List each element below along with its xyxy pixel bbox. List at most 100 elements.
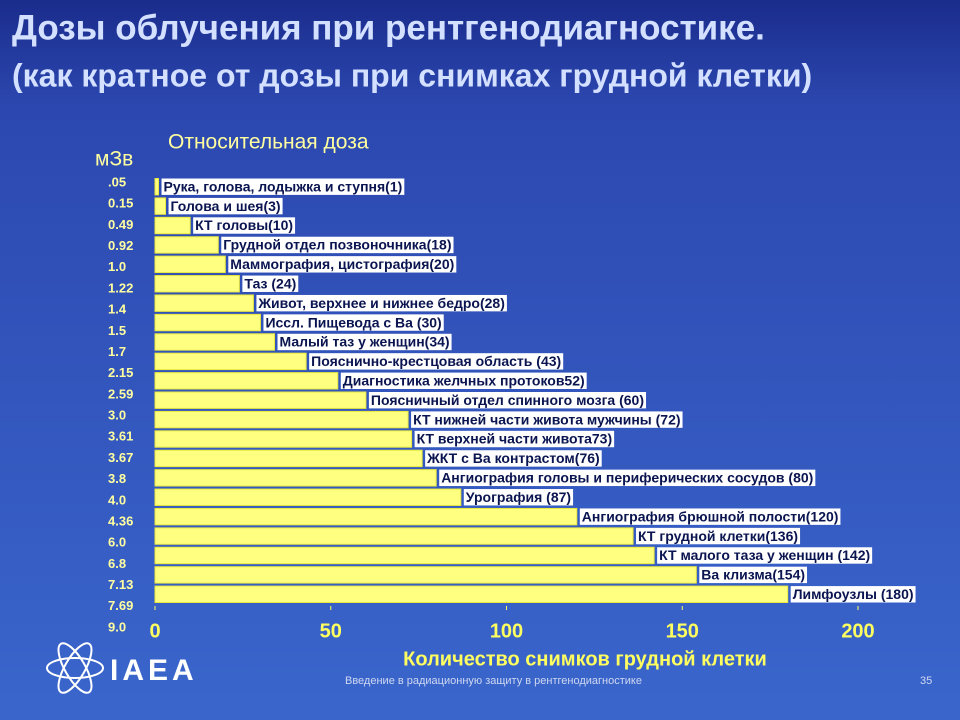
bar xyxy=(154,294,254,312)
value-label: Иссл. Пищевода с Ва (30) xyxy=(265,314,441,330)
value-label: Рука, голова, лодыжка и ступня(1) xyxy=(164,178,403,194)
x-tick-label: 50 xyxy=(320,620,342,642)
bar xyxy=(154,333,276,351)
bar xyxy=(154,313,261,332)
bar xyxy=(154,372,339,390)
dose-label: 9.0 xyxy=(108,619,126,634)
x-tick-label: 100 xyxy=(490,620,523,642)
bar xyxy=(154,507,578,526)
value-label-bg xyxy=(193,217,296,234)
value-label-bg xyxy=(263,314,444,331)
value-label-bg xyxy=(699,566,808,584)
dose-label: 4.0 xyxy=(108,492,126,507)
bar xyxy=(154,391,367,409)
value-label-bg xyxy=(579,508,841,525)
bar xyxy=(154,546,655,565)
value-label-bg xyxy=(790,586,916,603)
value-label-bg xyxy=(340,372,587,389)
dose-label: 7.69 xyxy=(108,598,133,613)
x-tick-label: 150 xyxy=(666,620,699,642)
value-label: КТ нижней части живота мужчины (72) xyxy=(413,411,680,427)
value-label: ЖКТ с Ва контрастом(76) xyxy=(426,450,600,466)
bar xyxy=(154,178,160,196)
bar xyxy=(154,275,240,293)
slide-title: Дозы облучения при рентгенодиагностике. xyxy=(12,8,765,47)
value-label-bg xyxy=(242,275,299,292)
value-label: Маммография, цистография(20) xyxy=(230,256,454,272)
value-label-bg xyxy=(277,333,452,351)
value-label-bg xyxy=(161,178,405,195)
bar xyxy=(154,449,423,468)
value-label-bg xyxy=(463,489,574,506)
value-label: КТ верхней части живота73) xyxy=(417,431,613,447)
bar xyxy=(154,488,462,506)
bar xyxy=(154,236,219,254)
footer: Введение в радиационную защиту в рентген… xyxy=(345,675,642,687)
value-label: Ангиография головы и периферических сосу… xyxy=(441,470,813,486)
y-unit: мЗв xyxy=(95,148,133,171)
dose-label: 3.67 xyxy=(108,450,133,465)
dose-label: 2.59 xyxy=(108,386,133,401)
value-label-bg xyxy=(636,527,801,545)
value-label: Голова и шея(3) xyxy=(171,198,281,214)
value-label: Живот, верхнее и нижнее бедро(28) xyxy=(257,295,504,311)
value-label-bg xyxy=(657,547,873,564)
dose-label: 3.61 xyxy=(108,429,133,444)
value-label: Таз (24) xyxy=(244,275,296,291)
dose-label: 4.36 xyxy=(108,513,133,528)
dose-label: 0.49 xyxy=(108,217,133,232)
value-label-bg xyxy=(411,411,683,428)
dose-label: 3.8 xyxy=(108,471,126,486)
value-label-bg xyxy=(414,430,615,448)
slide-subtitle: (как кратное от дозы при снимках грудной… xyxy=(12,57,812,93)
bar xyxy=(154,197,167,215)
value-label: КТ головы(10) xyxy=(195,217,293,233)
value-label-bg xyxy=(168,197,283,215)
value-label-bg xyxy=(368,392,647,409)
dose-label: 7.13 xyxy=(108,577,133,592)
value-label: Малый таз у женщин(34) xyxy=(280,334,450,350)
value-label-bg xyxy=(439,469,816,487)
dose-label: 1.5 xyxy=(108,323,126,338)
value-label: Диагностика желчных протоков52) xyxy=(343,372,585,388)
value-label-bg xyxy=(425,450,602,467)
dose-label: 1.0 xyxy=(108,259,126,274)
dose-label: 0.92 xyxy=(108,238,133,253)
bar xyxy=(154,255,226,274)
value-label-bg xyxy=(256,294,507,312)
value-label: Грудной отдел позвоночника(18) xyxy=(223,237,451,253)
dose-label: 1.7 xyxy=(108,344,126,359)
bar xyxy=(154,566,697,584)
value-label: КТ малого таза у женщин (142) xyxy=(659,547,870,563)
x-axis-label: Количество снимков грудной клетки xyxy=(403,648,767,670)
value-label: Ангиография брюшной полости(120) xyxy=(582,508,839,524)
bar xyxy=(154,527,634,545)
bar xyxy=(154,410,409,429)
dose-label: 1.4 xyxy=(108,302,127,317)
dose-label: 0.15 xyxy=(108,196,133,211)
bar xyxy=(154,430,413,448)
x-tick-label: 0 xyxy=(149,620,160,642)
value-label-bg xyxy=(228,256,457,273)
dose-label: 6.8 xyxy=(108,556,126,571)
bar xyxy=(154,352,307,371)
value-label: Ва клизма(154) xyxy=(701,567,805,583)
logo-text: IAEA xyxy=(110,654,198,687)
dose-label: 3.0 xyxy=(108,408,126,423)
dose-label: 2.15 xyxy=(108,365,133,380)
chart-title: Относительная доза xyxy=(168,131,369,154)
value-label-bg xyxy=(309,353,564,370)
x-tick-label: 200 xyxy=(841,620,874,642)
logo-icon xyxy=(46,642,104,694)
bar xyxy=(154,216,191,235)
bar xyxy=(154,469,437,487)
bar xyxy=(154,585,789,603)
value-label: Урография (87) xyxy=(466,489,571,505)
value-label: Лимфоузлы (180) xyxy=(793,586,914,602)
value-label: Пояснично-крестцовая область (43) xyxy=(311,353,561,369)
dose-label: 1.22 xyxy=(108,280,133,295)
value-label: Поясничный отдел спинного мозга (60) xyxy=(371,392,644,408)
value-label-bg xyxy=(221,236,454,254)
dose-label: 6.0 xyxy=(108,535,126,550)
